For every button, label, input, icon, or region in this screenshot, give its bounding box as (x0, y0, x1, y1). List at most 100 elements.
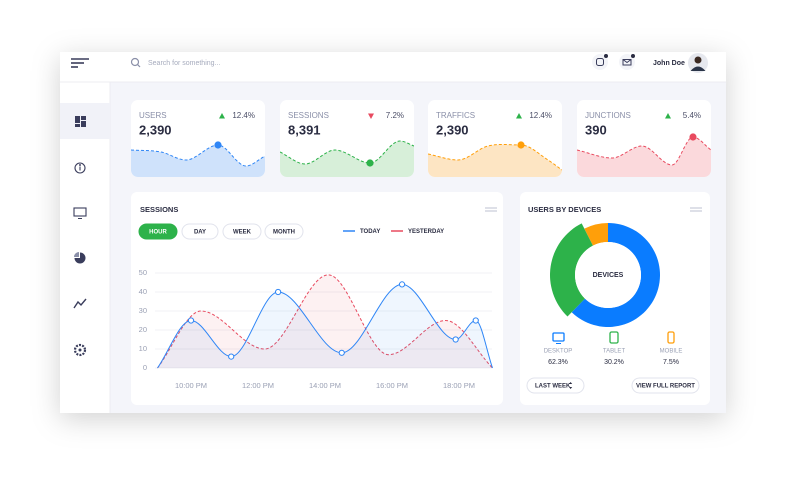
series-area (157, 274, 493, 368)
device-value: 30.2% (604, 359, 624, 366)
report-button[interactable] (631, 377, 700, 394)
device-label: DESKTOP (544, 349, 573, 355)
donut-hole (575, 242, 641, 308)
series-line (157, 274, 493, 369)
stat-card[interactable]: JUNCTIONS 390 5.4% (577, 100, 711, 177)
panel-title: SESSIONS (140, 205, 178, 214)
card-label: JUNCTIONS (585, 111, 631, 120)
trend-arrow (368, 113, 374, 119)
point (228, 353, 235, 360)
sparkline (280, 140, 414, 165)
range-button[interactable] (264, 223, 304, 240)
stat-card[interactable]: USERS 2,390 12.4% (131, 100, 265, 177)
card-value: 8,391 (288, 122, 321, 137)
point (338, 349, 345, 356)
range-label[interactable]: HOUR (149, 230, 167, 236)
device-label: MOBILE (660, 349, 683, 355)
y-tick-label: 30 (139, 306, 147, 315)
search-input[interactable]: Search for something... (148, 60, 220, 67)
x-tick-label: 12:00 PM (242, 381, 274, 390)
notification-button[interactable] (592, 54, 608, 70)
y-tick-label: 10 (139, 344, 147, 353)
y-tick-label: 50 (139, 268, 147, 277)
device-label: TABLET (603, 349, 626, 355)
trend-arrow (665, 113, 671, 119)
card-change: 5.4% (683, 111, 701, 120)
panel-menu[interactable] (690, 207, 702, 212)
range-button[interactable] (181, 223, 219, 240)
sparkline-dot (214, 141, 222, 149)
desktop-icon (552, 332, 565, 344)
sparkline-area (280, 141, 414, 177)
card-label: USERS (139, 111, 167, 120)
device-value: 62.3% (548, 359, 568, 366)
sparkline-dot (517, 141, 525, 149)
x-tick-label: 14:00 PM (309, 381, 341, 390)
y-tick-label: 40 (139, 287, 147, 296)
device-value: 7.5% (663, 359, 679, 366)
card-value: 2,390 (139, 122, 172, 137)
sparkline-area (577, 137, 711, 177)
x-tick-label: 16:00 PM (376, 381, 408, 390)
range-label[interactable]: DAY (194, 230, 206, 236)
x-tick-label: 10:00 PM (175, 381, 207, 390)
card-bg (577, 100, 711, 177)
search-icon (130, 57, 141, 68)
x-tick-label: 18:00 PM (443, 381, 475, 390)
card-value: 390 (585, 122, 607, 137)
point (398, 281, 406, 288)
period-dropdown[interactable] (526, 377, 585, 394)
tablet-icon (609, 331, 619, 344)
legend-label: TODAY (360, 229, 380, 235)
point (275, 288, 282, 296)
report-label[interactable]: VIEW FULL REPORT (636, 384, 695, 390)
nav-monitor[interactable] (73, 207, 87, 219)
point (472, 317, 479, 324)
card-change: 12.4% (232, 111, 255, 120)
card-change: 7.2% (386, 111, 404, 120)
avatar[interactable] (688, 53, 708, 73)
panel-menu[interactable] (485, 207, 497, 212)
y-tick-label: 0 (143, 363, 147, 372)
point (187, 317, 195, 324)
menu-icon[interactable] (71, 58, 89, 68)
nav-trend[interactable] (73, 298, 87, 309)
stat-card[interactable]: SESSIONS 8,391 7.2% (280, 100, 414, 177)
sparkline-area (428, 144, 562, 177)
range-label[interactable]: WEEK (233, 230, 252, 236)
sparkline (428, 143, 562, 171)
nav-dashboard[interactable] (75, 116, 86, 127)
sparkline (131, 144, 265, 167)
range-label[interactable]: MONTH (273, 230, 295, 236)
donut-center-label: DEVICES (593, 272, 624, 279)
sparkline-area (131, 145, 265, 177)
period-label[interactable]: LAST WEEK (535, 384, 571, 390)
stat-card[interactable]: TRAFFICS 2,390 12.4% (428, 100, 562, 177)
topbar (60, 52, 726, 82)
card-label: SESSIONS (288, 111, 329, 120)
sparkline-dot (366, 159, 374, 167)
series-area (157, 284, 493, 368)
nav-settings[interactable] (73, 343, 87, 357)
card-value: 2,390 (436, 122, 469, 137)
range-button[interactable] (222, 223, 262, 240)
dropdown-caret (569, 382, 573, 389)
donut-slice (550, 223, 594, 317)
panel-title: USERS BY DEVICES (528, 205, 601, 214)
mail-button[interactable] (619, 54, 635, 70)
card-change: 12.4% (529, 111, 552, 120)
donut-slice (584, 223, 608, 246)
nav-info[interactable] (74, 162, 86, 174)
trend-arrow (219, 113, 225, 119)
point (452, 336, 459, 343)
trend-arrow (516, 113, 522, 119)
y-tick-label: 20 (139, 325, 147, 334)
range-button[interactable] (138, 223, 178, 240)
card-label: TRAFFICS (436, 111, 475, 120)
sessions-panel (131, 192, 503, 405)
nav-pie[interactable] (74, 252, 86, 264)
legend-label: YESTERDAY (408, 229, 444, 235)
sparkline-dot (689, 133, 697, 141)
mobile-icon (667, 331, 675, 344)
user-name[interactable]: John Doe (653, 60, 685, 67)
